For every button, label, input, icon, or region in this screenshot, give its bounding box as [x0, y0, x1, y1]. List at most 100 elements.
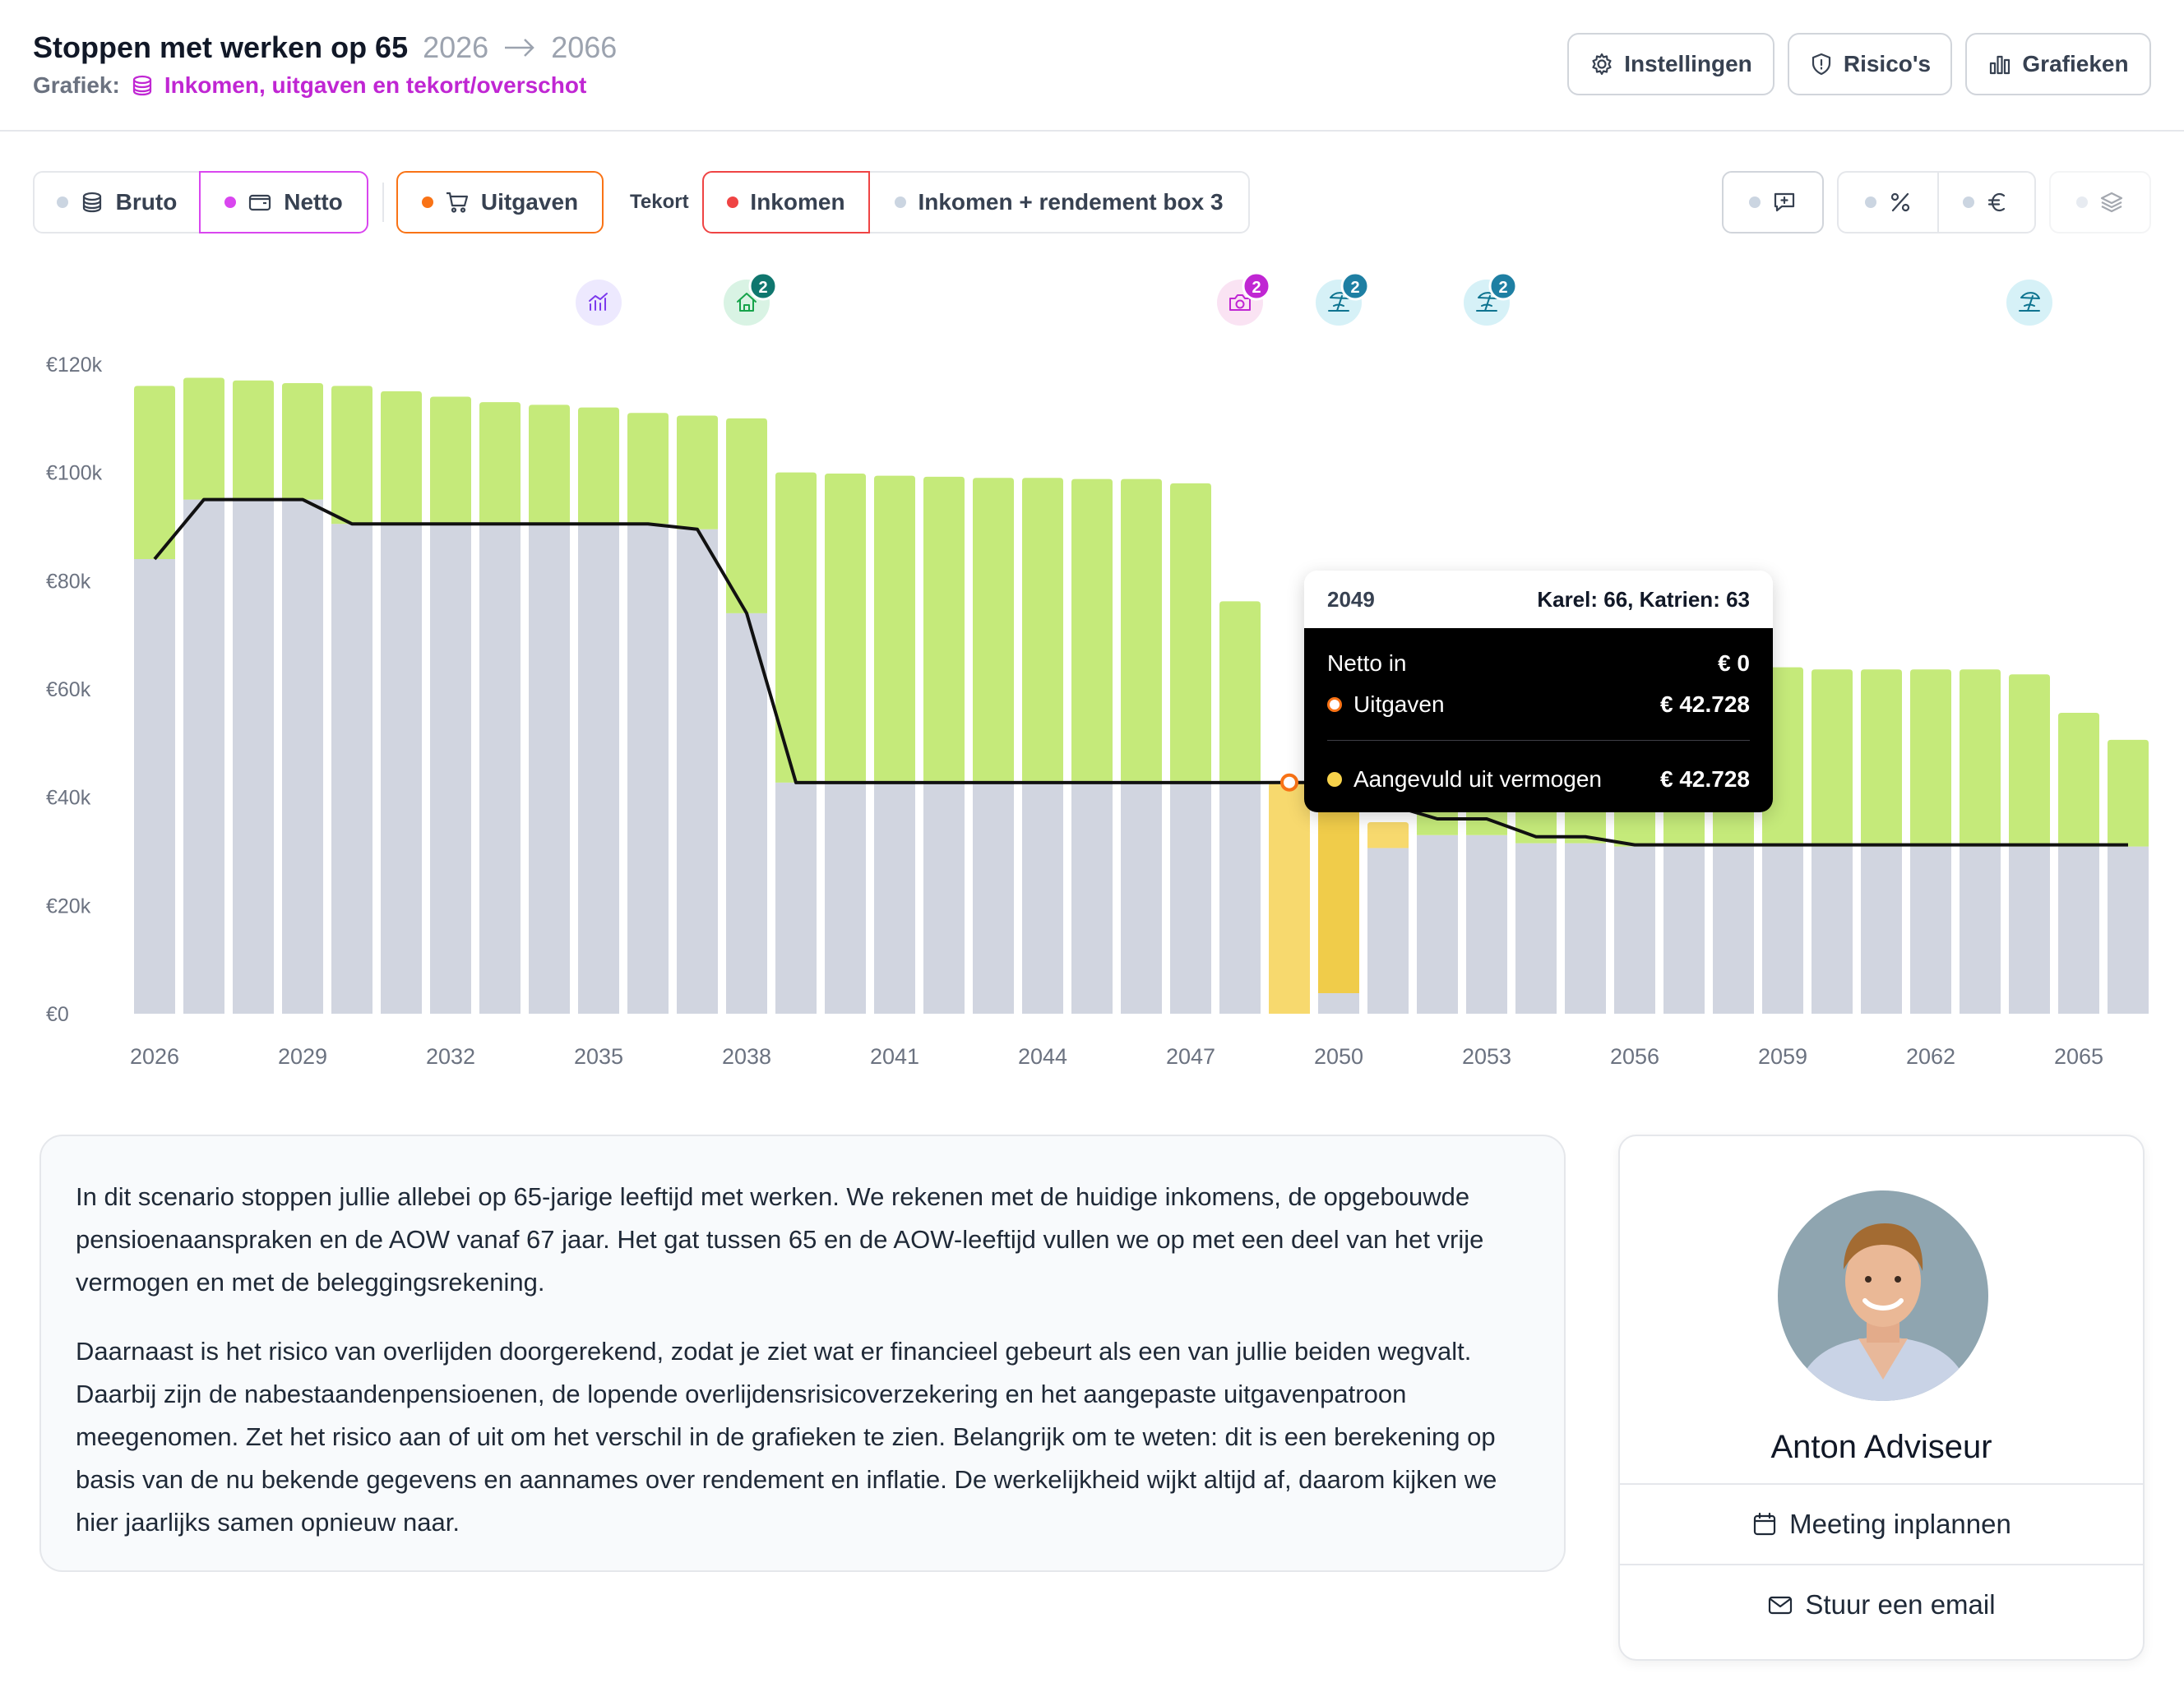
bar-group[interactable]: [1417, 777, 1458, 1014]
bar-group[interactable]: [1466, 764, 1507, 1014]
bar-group[interactable]: [2108, 739, 2149, 1014]
x-tick-label: 2041: [870, 1044, 919, 1069]
bar-group[interactable]: [1812, 669, 1853, 1014]
uitgaven-dot: [1327, 697, 1342, 712]
x-tick-label: 2056: [1610, 1044, 1659, 1069]
highlight-point[interactable]: [1280, 773, 1298, 792]
income-bar: [1121, 782, 1162, 1014]
x-tick-label: 2038: [722, 1044, 771, 1069]
bruto-toggle[interactable]: Bruto: [33, 171, 201, 233]
bar-group[interactable]: [578, 407, 619, 1014]
uitgaven-toggle[interactable]: Uitgaven: [396, 171, 604, 233]
camera-event-marker[interactable]: 2: [1217, 271, 1271, 326]
bar-group[interactable]: [529, 405, 570, 1014]
bar-group[interactable]: [1367, 821, 1409, 1014]
bar-group[interactable]: [1960, 669, 2001, 1014]
bar-group[interactable]: [973, 478, 1014, 1014]
bar-chart-icon: [1990, 55, 2010, 75]
schedule-meeting-button[interactable]: Meeting inplannen: [1620, 1483, 2143, 1564]
surplus-bar: [1861, 669, 1902, 847]
charts-button[interactable]: Grafieken: [1965, 33, 2151, 95]
beach-event-marker[interactable]: 2: [1316, 271, 1370, 326]
euro-icon: [1987, 192, 2006, 212]
bar-group[interactable]: [1022, 478, 1063, 1014]
netto-toggle[interactable]: Netto: [199, 171, 368, 233]
inkomen-toggle[interactable]: Inkomen: [702, 171, 870, 233]
subtitle-value[interactable]: Inkomen, uitgaven en tekort/overschot: [164, 72, 587, 98]
toggle-dot: [895, 196, 907, 208]
bar-group[interactable]: [1269, 782, 1310, 1014]
send-email-button[interactable]: Stuur een email: [1620, 1564, 2143, 1644]
shortfall-bar: [1318, 782, 1359, 993]
inkomen-box3-toggle[interactable]: Inkomen + rendement box 3: [868, 171, 1250, 233]
bar-group[interactable]: [627, 413, 669, 1014]
marker-badge: [1340, 271, 1370, 301]
y-axis: €0 €20k €40k €60k €80k €100k €120k: [46, 354, 103, 1026]
bar-group[interactable]: [825, 473, 866, 1014]
surplus-bar: [627, 413, 669, 525]
income-bar: [578, 524, 619, 1014]
surplus-bar: [2009, 674, 2050, 847]
toggle-dot: [224, 196, 237, 208]
bar-group[interactable]: [233, 380, 274, 1014]
calendar-icon: [1754, 1512, 1776, 1536]
house-event-marker[interactable]: 2: [724, 271, 778, 326]
income-bar: [2009, 846, 2050, 1014]
income-bar: [1861, 846, 1902, 1014]
start-year: 2026: [423, 30, 489, 64]
bar-group[interactable]: [2009, 674, 2050, 1014]
bar-group[interactable]: [775, 472, 817, 1014]
beach-event-marker[interactable]: 2: [1464, 271, 1518, 326]
marker-badge-count: 2: [1498, 279, 1507, 297]
bar-group[interactable]: [1318, 782, 1359, 1014]
settings-button[interactable]: Instellingen: [1567, 33, 1774, 95]
bar-group[interactable]: [331, 386, 372, 1014]
surplus-bar: [331, 386, 372, 525]
tooltip-aangevuld-label: Aangevuld uit vermogen: [1353, 766, 1602, 792]
bar-group[interactable]: [726, 418, 767, 1014]
bar-group[interactable]: [430, 396, 471, 1015]
income-bar: [1565, 843, 1606, 1014]
surplus-bar: [282, 383, 323, 500]
bar-group[interactable]: [1861, 669, 1902, 1014]
bar-group[interactable]: [923, 476, 965, 1014]
income-bar: [1663, 846, 1705, 1014]
title-row: Stoppen met werken op 65 2026 2066: [33, 28, 617, 67]
income-bar: [1318, 992, 1359, 1014]
beach-event-marker[interactable]: [2006, 280, 2052, 326]
annotation-toggle[interactable]: [1722, 171, 1824, 233]
x-axis: 2026 2029 2032 2035 2038 2041 2044 2047 2050 2053…: [130, 1044, 2103, 1069]
income-bar: [1812, 846, 1853, 1014]
bar-group[interactable]: [1170, 483, 1211, 1014]
bar-group[interactable]: [874, 475, 915, 1014]
layers-toggle[interactable]: [2049, 171, 2151, 233]
bar-group[interactable]: [1762, 667, 1803, 1014]
risks-button[interactable]: Risico's: [1788, 33, 1952, 95]
bar-group[interactable]: [479, 402, 521, 1014]
beach-icon: [1328, 292, 1349, 312]
bar-group[interactable]: [183, 377, 224, 1014]
toggle-dot: [2076, 196, 2088, 208]
shortfall-bar: [1269, 782, 1310, 1014]
percent-toggle[interactable]: [1837, 171, 1939, 233]
surplus-bar: [874, 475, 915, 783]
bar-group[interactable]: [282, 383, 323, 1014]
bar-group[interactable]: [1071, 478, 1113, 1014]
tooltip-ages: Karel: 66, Katrien: 63: [1537, 586, 1750, 612]
bar-group[interactable]: [677, 415, 718, 1014]
tooltip-uitgaven-value: € 42.728: [1660, 691, 1750, 717]
income-bar: [1713, 846, 1754, 1014]
euro-toggle[interactable]: [1937, 171, 2036, 233]
x-tick-label: 2059: [1758, 1044, 1807, 1069]
x-tick-label: 2032: [426, 1044, 475, 1069]
bar-group[interactable]: [1121, 478, 1162, 1014]
x-tick-label: 2053: [1462, 1044, 1511, 1069]
bar-group[interactable]: [2058, 712, 2099, 1014]
surplus-bar: [529, 405, 570, 525]
chart-event-marker[interactable]: [576, 280, 622, 326]
bar-group[interactable]: [381, 391, 422, 1014]
bar-group[interactable]: [1910, 669, 1951, 1014]
bar-group[interactable]: [1219, 601, 1261, 1014]
bar-group[interactable]: [134, 386, 175, 1014]
